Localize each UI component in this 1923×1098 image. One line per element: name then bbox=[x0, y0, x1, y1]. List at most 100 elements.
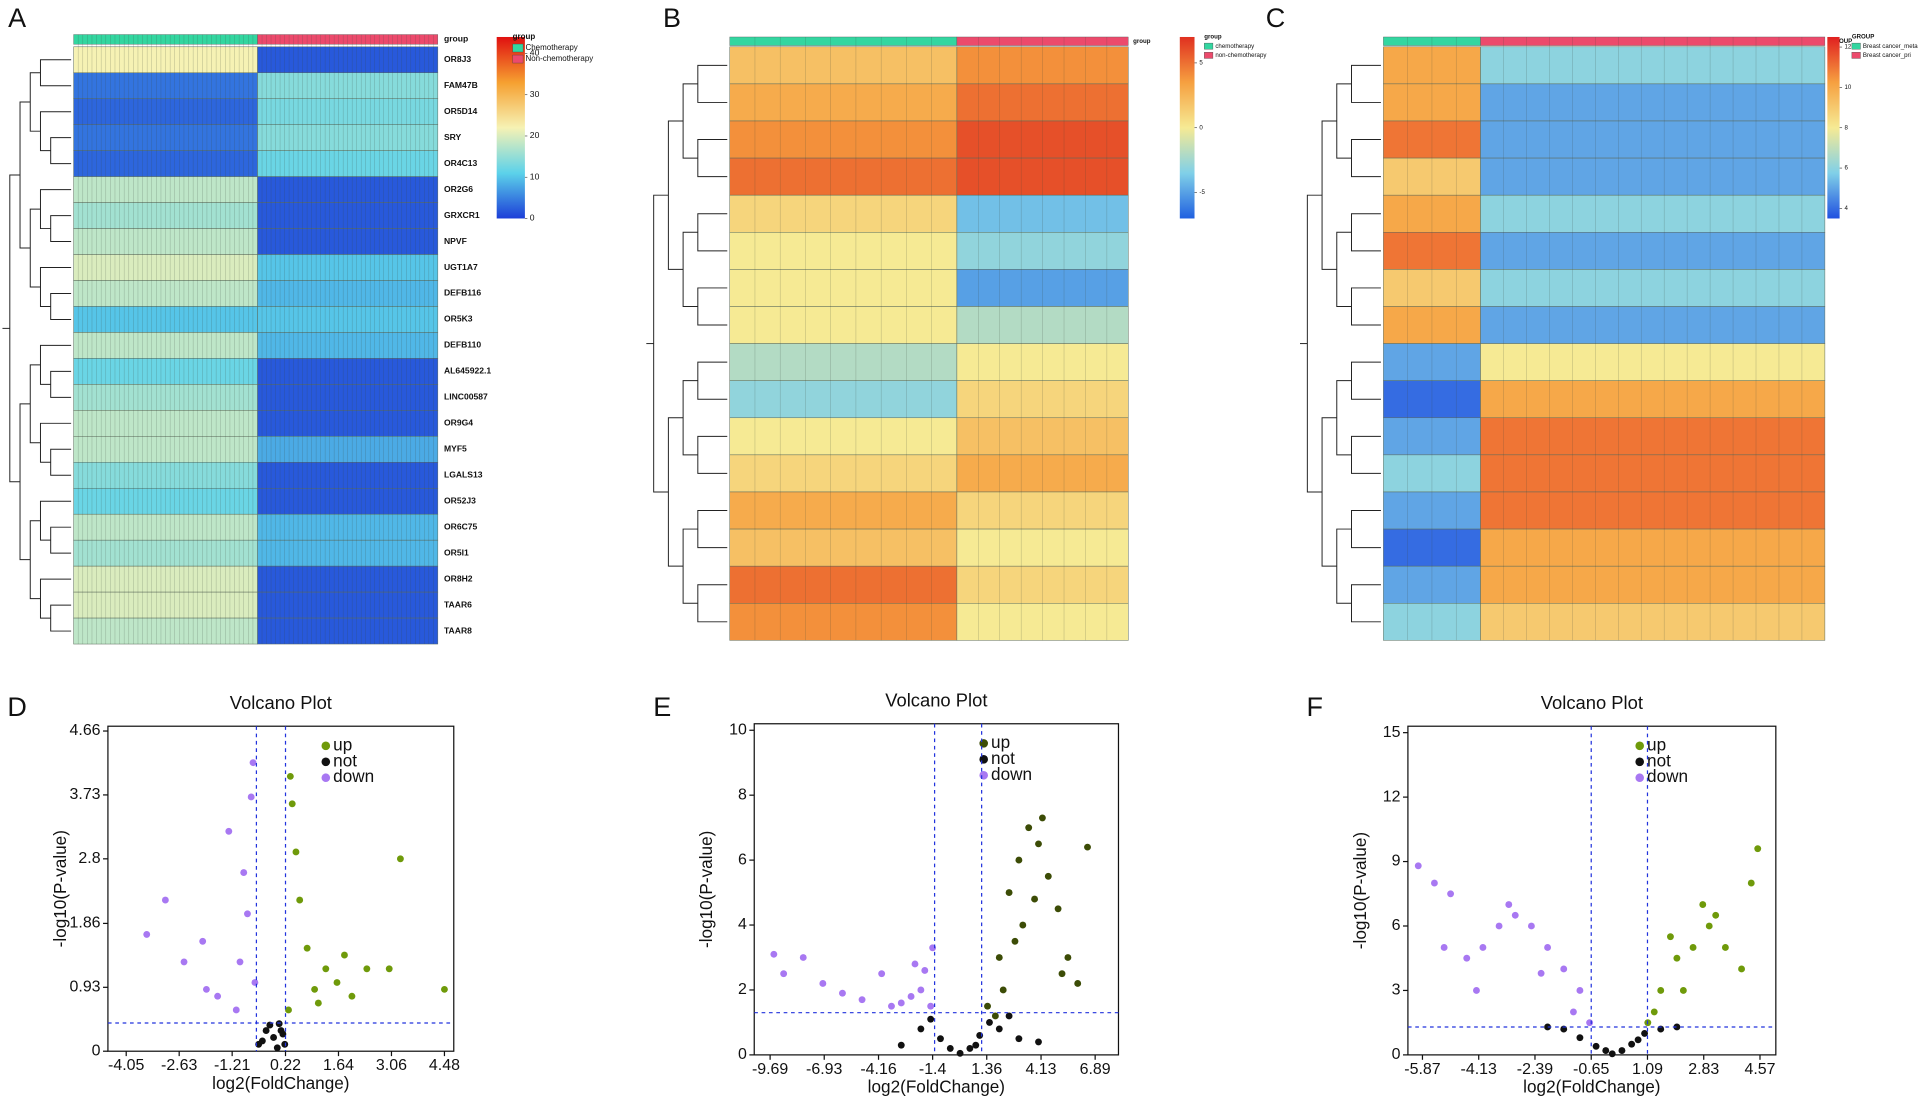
point bbox=[1414, 862, 1422, 870]
heatmap-cell bbox=[257, 202, 439, 229]
point bbox=[1673, 1023, 1681, 1031]
dendrogram-branch bbox=[1351, 213, 1381, 252]
x-tick-label: 3.06 bbox=[376, 1057, 407, 1074]
heatmap-cell bbox=[257, 410, 439, 437]
legend-marker bbox=[1635, 773, 1644, 783]
dendrogram-branch bbox=[1351, 287, 1381, 326]
heatmap-cell bbox=[1480, 603, 1826, 641]
point bbox=[244, 910, 251, 918]
heatmap-cell bbox=[956, 454, 1129, 493]
heatmap-cell bbox=[1480, 157, 1826, 196]
heatmap-cell bbox=[729, 83, 958, 122]
point bbox=[258, 1037, 266, 1045]
legend-label: up bbox=[1647, 734, 1666, 754]
dendrogram-branch bbox=[697, 64, 728, 103]
heatmap-cell bbox=[1480, 454, 1826, 493]
dendrogram bbox=[646, 64, 728, 623]
colorbar-tick-label: 12 bbox=[1845, 44, 1852, 51]
heatmap-cell bbox=[956, 157, 1129, 196]
heatmap-cell bbox=[73, 306, 258, 333]
colorbar-tick-label: 0 bbox=[1199, 124, 1203, 131]
row-label: LGALS13 bbox=[444, 470, 483, 480]
heatmap-cell bbox=[1383, 417, 1481, 456]
y-tick-label: 3 bbox=[1392, 982, 1401, 999]
colorbar-tick-label: 8 bbox=[1845, 124, 1849, 131]
point bbox=[1673, 954, 1681, 962]
colorbar-tick-label: 20 bbox=[530, 130, 540, 140]
point bbox=[1592, 1042, 1600, 1050]
x-tick-label: 0.22 bbox=[270, 1057, 301, 1074]
point bbox=[858, 996, 866, 1004]
dendrogram-branch bbox=[50, 448, 72, 476]
point bbox=[839, 989, 846, 997]
point bbox=[1560, 965, 1568, 973]
dendrogram-branch bbox=[1351, 139, 1381, 178]
legend-swatch bbox=[1851, 52, 1861, 59]
heatmap-cell bbox=[257, 98, 439, 125]
point bbox=[1074, 980, 1082, 987]
row-label: OR5D14 bbox=[444, 106, 478, 116]
heatmap-cell bbox=[729, 269, 958, 307]
point bbox=[991, 1012, 999, 1020]
point bbox=[921, 967, 929, 974]
x-tick-label: -1.4 bbox=[919, 1061, 947, 1078]
dendrogram-branch bbox=[1336, 380, 1352, 456]
heatmap-cell bbox=[1480, 380, 1826, 419]
point bbox=[1035, 840, 1042, 848]
x-tick-label: -0.65 bbox=[1573, 1061, 1609, 1078]
heatmap-cell bbox=[1383, 306, 1481, 344]
heatmap-cell bbox=[956, 269, 1129, 307]
y-tick-label: 8 bbox=[738, 786, 747, 803]
x-tick-label: -2.63 bbox=[161, 1057, 197, 1074]
y-tick-label: 2 bbox=[738, 981, 747, 998]
dendrogram-branch bbox=[1351, 584, 1381, 623]
legend-label: up bbox=[991, 732, 1010, 752]
heatmap-cell bbox=[956, 83, 1129, 122]
legend-label: non-chemotherapy bbox=[1215, 52, 1267, 59]
point bbox=[917, 986, 925, 994]
heatmap-cell bbox=[257, 124, 439, 151]
point bbox=[1570, 1008, 1577, 1016]
colorbar-tick-label: 10 bbox=[1845, 84, 1852, 91]
plot-frame bbox=[753, 723, 1120, 1056]
legend-label: Chemotherapy bbox=[526, 43, 578, 52]
y-tick-label: 15 bbox=[1383, 724, 1401, 741]
row-label: OR8H2 bbox=[444, 573, 473, 583]
point bbox=[286, 772, 294, 780]
legend-label: not bbox=[1647, 750, 1671, 770]
x-tick-label: -5.87 bbox=[1404, 1061, 1440, 1078]
y-tick-label: 0 bbox=[1392, 1046, 1401, 1063]
point bbox=[236, 958, 244, 966]
point bbox=[385, 965, 393, 973]
row-label: OR8J3 bbox=[444, 54, 471, 64]
dendrogram-branch bbox=[1351, 435, 1381, 474]
heatmap-cell bbox=[257, 72, 439, 99]
point bbox=[281, 1040, 289, 1048]
legend-title: group bbox=[513, 32, 536, 41]
group-bar-label: group bbox=[1133, 38, 1151, 45]
y-tick-label: 4 bbox=[738, 916, 747, 933]
dendrogram-branch bbox=[19, 101, 31, 249]
dendrogram-branch bbox=[50, 215, 72, 243]
dendrogram-branch bbox=[1336, 83, 1352, 159]
point bbox=[878, 970, 886, 978]
x-axis-label: log2(FoldChange) bbox=[868, 1077, 1005, 1097]
point bbox=[1576, 1034, 1584, 1042]
y-tick-label: 6 bbox=[738, 851, 747, 868]
legend-swatch bbox=[1204, 42, 1214, 50]
row-label: LINC00587 bbox=[444, 392, 488, 402]
x-tick-label: 1.36 bbox=[971, 1061, 1002, 1078]
y-tick-label: 12 bbox=[1383, 788, 1401, 805]
point bbox=[1064, 954, 1072, 961]
heatmap-cell bbox=[729, 528, 958, 567]
row-label: UGT1A7 bbox=[444, 262, 478, 272]
point bbox=[161, 896, 169, 904]
legend-label: chemotherapy bbox=[1215, 43, 1255, 50]
x-tick-label: 4.13 bbox=[1026, 1061, 1057, 1078]
point bbox=[1511, 911, 1519, 919]
legend-marker bbox=[979, 739, 989, 748]
legend-swatch bbox=[1204, 52, 1214, 59]
group-bar-label: GROUP bbox=[1830, 38, 1852, 45]
row-label: OR4C13 bbox=[444, 158, 478, 168]
